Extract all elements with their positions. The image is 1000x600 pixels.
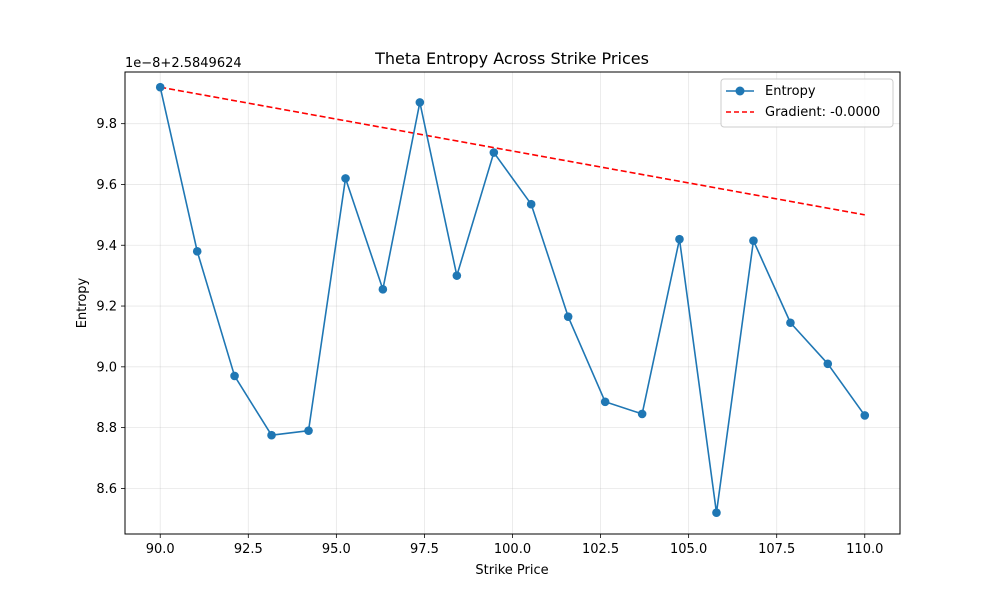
y-tick-label: 9.6	[96, 178, 117, 193]
y-tick-label: 9.2	[96, 300, 117, 315]
entropy-point	[786, 318, 795, 328]
x-tick-label: 105.0	[670, 542, 707, 557]
x-tick-label: 92.5	[234, 542, 263, 557]
x-tick-label: 102.5	[582, 542, 619, 557]
entropy-point	[341, 174, 350, 183]
y-tick-label: 9.8	[96, 117, 117, 132]
grid	[125, 72, 900, 534]
legend-entropy-label: Entropy	[765, 84, 816, 99]
entropy-point	[267, 430, 276, 440]
entropy-point	[749, 236, 758, 245]
entropy-point	[637, 409, 647, 419]
x-tick-label: 97.5	[410, 542, 439, 557]
y-tick-label: 8.6	[96, 482, 117, 497]
entropy-line	[159, 87, 866, 514]
entropy-point	[526, 199, 536, 209]
series-layer	[155, 82, 870, 518]
legend-entropy-marker	[735, 86, 745, 96]
entropy-point	[192, 247, 202, 256]
entropy-point	[452, 271, 462, 280]
x-tick-label: 107.5	[758, 542, 795, 557]
entropy-point	[675, 234, 684, 244]
chart-title: Theta Entropy Across Strike Prices	[374, 49, 649, 68]
entropy-point	[600, 397, 610, 407]
entropy-point	[712, 508, 721, 518]
legend-box	[720, 78, 894, 128]
entropy-point	[304, 426, 313, 435]
entropy-point	[489, 148, 499, 157]
entropy-point	[415, 98, 425, 107]
x-tick-label: 100.0	[494, 542, 531, 557]
x-tick-label: 90.0	[146, 542, 175, 557]
entropy-point	[378, 285, 388, 294]
legend: Entropy Gradient: -0.0000	[720, 78, 894, 128]
y-tick-label: 8.8	[96, 421, 117, 436]
y-tick-label: 9.4	[96, 239, 117, 254]
entropy-point	[155, 82, 165, 92]
entropy-point	[823, 359, 833, 369]
y-offset-text: 1e−8+2.5849624	[125, 56, 242, 71]
x-axis-label: Strike Price	[475, 563, 548, 578]
entropy-point	[563, 312, 573, 321]
x-axis-ticks: 90.0 92.5 95.0 97.5 100.0 102.5 105.0 107.5 110.…	[146, 534, 883, 557]
entropy-point	[230, 371, 239, 381]
entropy-point	[860, 411, 870, 420]
x-tick-label: 110.0	[846, 542, 883, 557]
y-axis-label: Entropy	[75, 277, 90, 328]
y-tick-label: 9.0	[96, 360, 117, 375]
y-axis-ticks: 8.6 8.8 9.0 9.2 9.4 9.6 9.8	[96, 117, 125, 497]
x-tick-label: 95.0	[322, 542, 351, 557]
legend-gradient-label: Gradient: -0.0000	[765, 105, 880, 120]
gradient-line	[160, 86, 865, 216]
